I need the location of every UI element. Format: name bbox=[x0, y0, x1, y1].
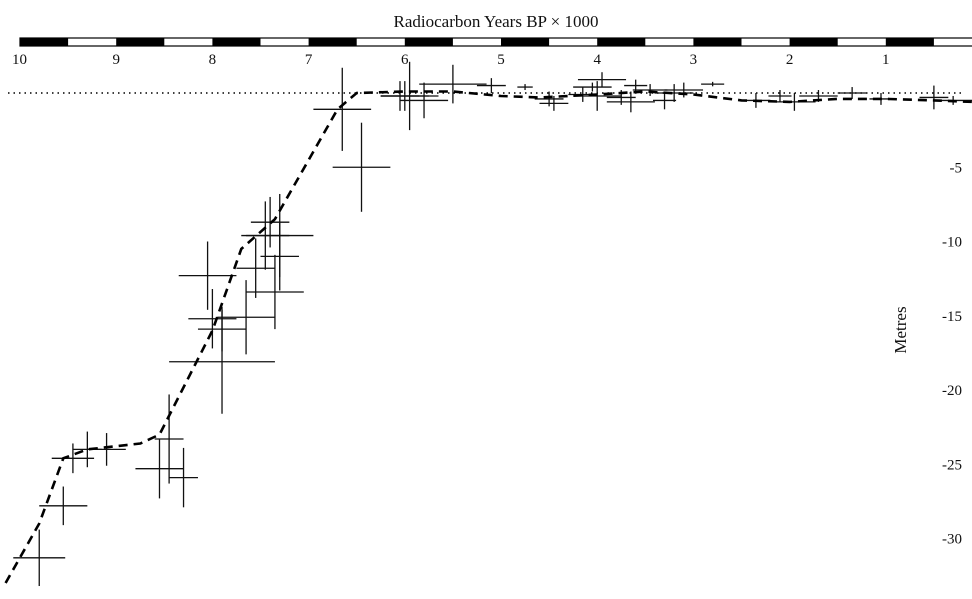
x-tick-label: 4 bbox=[593, 52, 601, 68]
x-tick-label: 10 bbox=[12, 52, 27, 68]
data-point bbox=[39, 486, 88, 526]
x-tick-label: 6 bbox=[401, 52, 409, 68]
data-point bbox=[919, 85, 949, 110]
data-point bbox=[154, 394, 184, 484]
y-tick-labels: -5 -10 -15 -20 -25 -30 bbox=[942, 160, 962, 547]
data-point bbox=[768, 90, 792, 102]
scale-bar-segment bbox=[404, 38, 453, 46]
data-point bbox=[313, 67, 372, 151]
data-point bbox=[246, 254, 304, 330]
data-point bbox=[419, 64, 487, 104]
data-point bbox=[236, 238, 275, 298]
data-point bbox=[260, 222, 299, 291]
data-point bbox=[13, 529, 66, 587]
scale-bar-segment bbox=[116, 38, 165, 46]
data-point bbox=[476, 78, 506, 93]
data-points bbox=[13, 61, 972, 587]
x-tick-label: 1 bbox=[882, 52, 890, 68]
data-point bbox=[169, 309, 275, 414]
x-axis-title: Radiocarbon Years BP × 1000 bbox=[394, 12, 599, 31]
x-tick-label: 5 bbox=[497, 52, 505, 68]
data-point bbox=[539, 95, 569, 111]
data-point bbox=[837, 87, 867, 99]
x-scale-bar bbox=[19, 37, 972, 47]
scale-bar-segment bbox=[212, 38, 261, 46]
y-axis-title: Metres bbox=[891, 306, 910, 353]
trend-line bbox=[4, 90, 972, 584]
data-point bbox=[701, 81, 725, 87]
scale-bar-segment bbox=[885, 38, 934, 46]
data-point bbox=[573, 82, 612, 92]
y-tick-label: -10 bbox=[942, 235, 962, 251]
y-tick-label: -25 bbox=[942, 457, 962, 473]
x-tick-label: 9 bbox=[112, 52, 120, 68]
data-point bbox=[399, 82, 449, 119]
scale-bar-segment bbox=[789, 38, 838, 46]
y-tick-label: -30 bbox=[942, 532, 962, 548]
data-point bbox=[169, 447, 198, 508]
x-tick-label: 7 bbox=[305, 52, 313, 68]
scale-bar-segment bbox=[501, 38, 550, 46]
scale-bar-segment bbox=[597, 38, 646, 46]
scale-bar-segment bbox=[20, 38, 69, 46]
data-point bbox=[773, 93, 816, 111]
data-point bbox=[517, 84, 533, 91]
data-point bbox=[380, 61, 439, 131]
data-point bbox=[188, 289, 237, 349]
data-point bbox=[654, 84, 694, 102]
y-tick-label: -20 bbox=[942, 383, 962, 399]
x-tick-label: 8 bbox=[209, 52, 217, 68]
data-point bbox=[652, 91, 677, 110]
y-tick-label: -5 bbox=[950, 160, 963, 176]
scale-bar-segment bbox=[308, 38, 357, 46]
data-point bbox=[332, 122, 391, 212]
data-point bbox=[606, 91, 655, 113]
x-tick-labels: 10 9 8 7 6 5 4 3 2 1 bbox=[12, 52, 890, 68]
scale-bar-segment bbox=[693, 38, 742, 46]
data-point bbox=[577, 72, 627, 88]
data-point bbox=[135, 439, 184, 499]
data-point bbox=[178, 241, 237, 310]
x-tick-label: 3 bbox=[690, 52, 698, 68]
x-tick-label: 2 bbox=[786, 52, 794, 68]
y-tick-label: -15 bbox=[942, 309, 962, 325]
data-point bbox=[632, 84, 668, 96]
